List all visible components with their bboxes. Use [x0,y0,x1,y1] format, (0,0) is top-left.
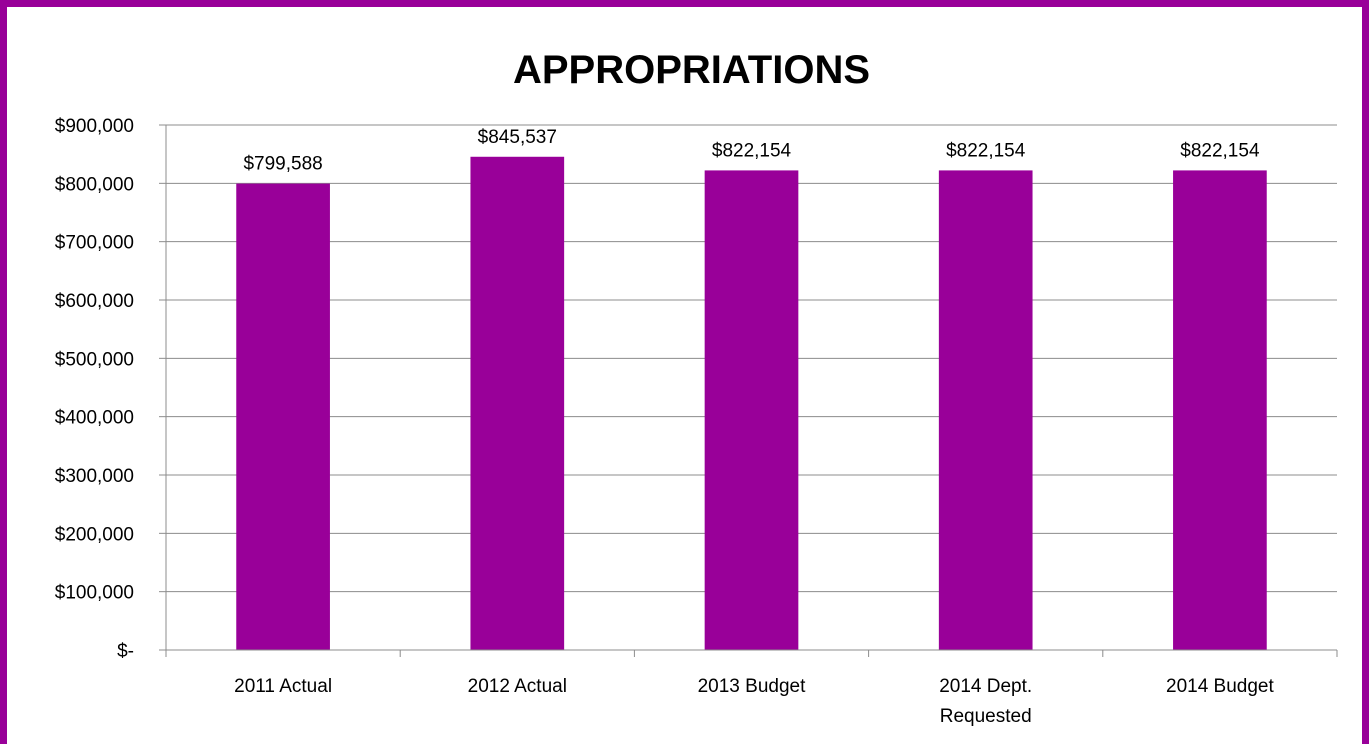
bar [470,156,565,650]
y-tick-label: $100,000 [55,583,134,604]
bars [236,156,1267,651]
x-tick-label: 2013 Budget [698,676,806,697]
y-tick-label: $- [117,641,134,662]
x-tick-label: Requested [940,706,1032,727]
bar [1173,170,1267,651]
x-tick-label: 2014 Budget [1166,676,1274,697]
data-label: $822,154 [712,140,792,161]
bar [704,170,799,651]
y-tick-label: $300,000 [55,466,134,487]
data-label: $822,154 [1180,140,1260,161]
y-tick-label: $800,000 [55,174,134,195]
y-tick-label: $600,000 [55,291,134,312]
x-tick-label: 2014 Dept. [939,676,1032,697]
data-label: $845,537 [478,127,557,148]
labels: $- $100,000 $200,000 $300,000 $400,000 $500,0… [55,116,1275,727]
x-tick-label: 2011 Actual [234,676,332,697]
y-tick-label: $200,000 [55,524,134,545]
axes [159,124,1338,657]
bar [938,170,1033,651]
y-tick-label: $400,000 [55,408,134,429]
y-tick-label: $500,000 [55,349,134,370]
chart-title: APPROPRIATIONS [512,48,871,92]
data-label: $799,588 [243,154,322,175]
y-tick-label: $900,000 [55,116,134,137]
y-tick-label: $700,000 [55,233,134,254]
bar [236,183,330,650]
data-label: $822,154 [946,140,1026,161]
x-tick-label: 2012 Actual [468,676,567,697]
